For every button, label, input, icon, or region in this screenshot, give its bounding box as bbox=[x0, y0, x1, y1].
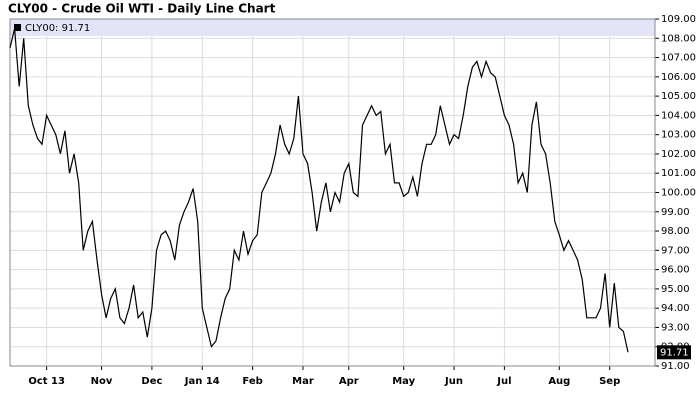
y-tick-label: 98.00 bbox=[661, 226, 690, 237]
x-tick-label: Dec bbox=[141, 376, 162, 387]
y-tick-label: 93.00 bbox=[661, 322, 690, 333]
y-tick-label: 100.00 bbox=[661, 188, 696, 199]
y-tick-label: 94.00 bbox=[661, 303, 690, 314]
x-tick-label: Jun bbox=[444, 376, 463, 387]
y-tick-label: 101.00 bbox=[661, 168, 696, 179]
plot-frame bbox=[9, 18, 656, 367]
y-tick-label: 96.00 bbox=[661, 265, 690, 276]
y-tick-label: 108.00 bbox=[661, 33, 696, 44]
x-tick-label: Apr bbox=[339, 376, 359, 387]
y-tick-label: 99.00 bbox=[661, 207, 690, 218]
y-tick-label: 91.00 bbox=[661, 361, 690, 372]
x-tick-label: Jan 14 bbox=[184, 376, 220, 387]
last-value-label: 91.71 bbox=[660, 347, 689, 358]
chart-title: CLY00 - Crude Oil WTI - Daily Line Chart bbox=[8, 2, 276, 16]
legend-band bbox=[10, 19, 655, 36]
y-tick-label: 109.00 bbox=[661, 14, 696, 25]
y-tick-label: 106.00 bbox=[661, 72, 696, 83]
price-line bbox=[9, 28, 629, 353]
y-tick-label: 107.00 bbox=[661, 53, 696, 64]
x-tick-label: Oct 13 bbox=[28, 376, 65, 387]
legend-label: CLY00: 91.71 bbox=[25, 23, 90, 34]
y-tick-label: 97.00 bbox=[661, 245, 690, 256]
last-value-box bbox=[657, 345, 691, 360]
y-tick-label: 104.00 bbox=[661, 110, 696, 121]
x-tick-label: May bbox=[392, 376, 415, 387]
x-tick-label: Jul bbox=[496, 376, 511, 387]
y-tick-label: 105.00 bbox=[661, 91, 696, 102]
x-tick-label: Aug bbox=[548, 376, 570, 387]
y-tick-label: 102.00 bbox=[661, 149, 696, 160]
legend-swatch bbox=[14, 24, 21, 31]
x-tick-label: Mar bbox=[292, 376, 314, 387]
x-tick-label: Feb bbox=[242, 376, 262, 387]
x-tick-label: Sep bbox=[599, 376, 620, 387]
y-tick-label: 103.00 bbox=[661, 130, 696, 141]
x-tick-label: Nov bbox=[91, 376, 113, 387]
y-tick-label: 95.00 bbox=[661, 284, 690, 295]
